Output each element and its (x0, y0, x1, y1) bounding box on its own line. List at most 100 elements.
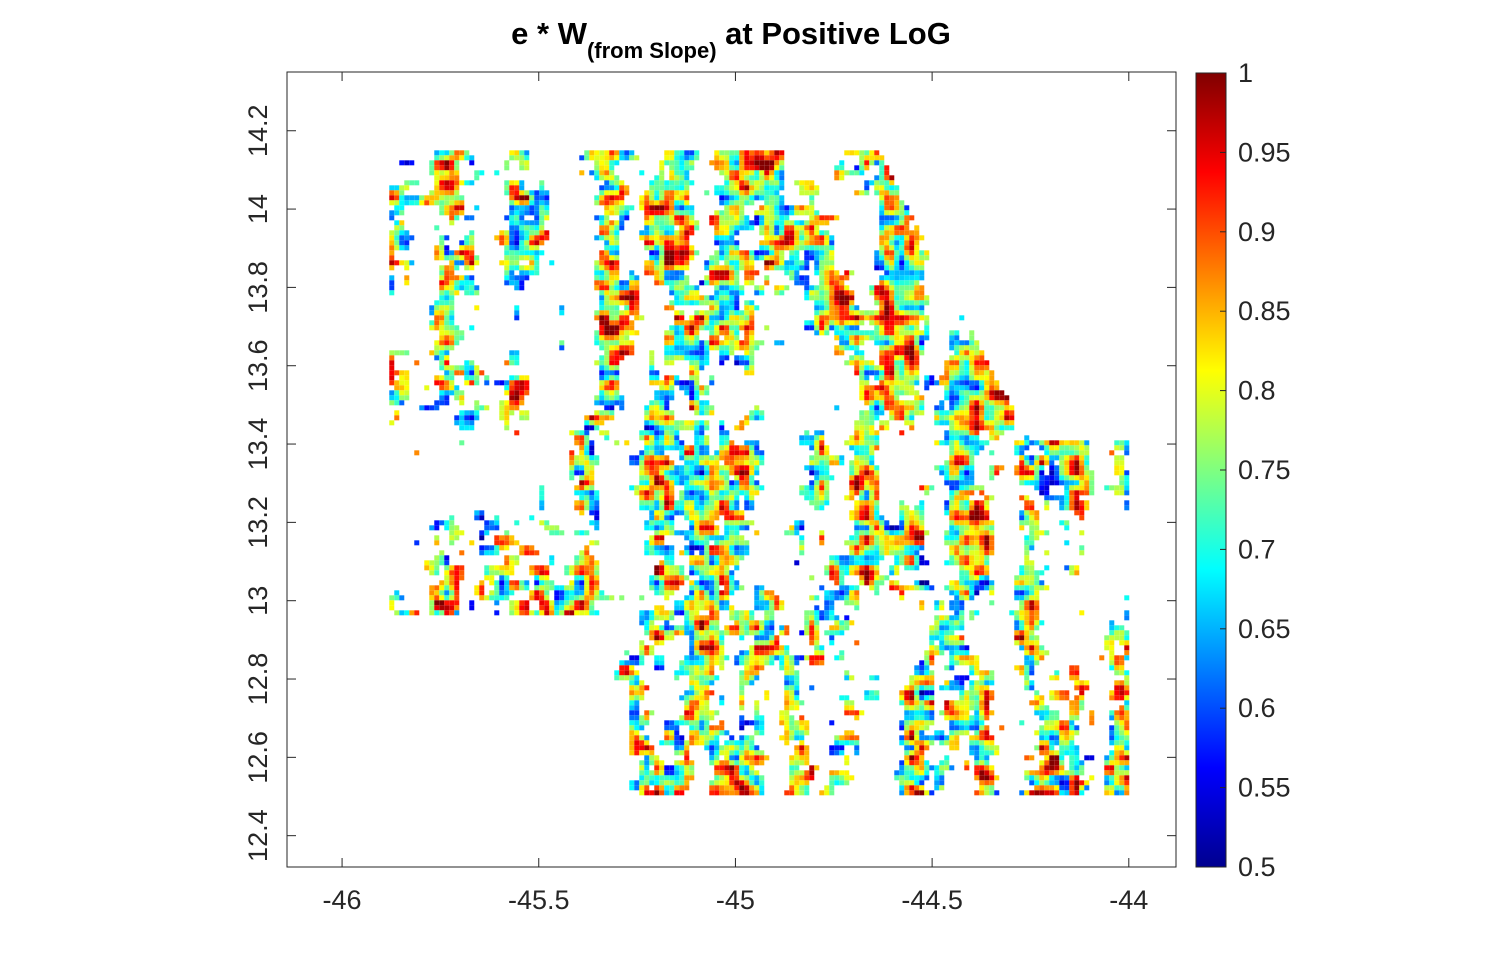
heatmap-cell (999, 390, 1005, 396)
heatmap-cell (894, 230, 900, 236)
heatmap-cell (579, 500, 585, 506)
heatmap-cell (809, 225, 815, 231)
heatmap-cell (969, 450, 975, 456)
heatmap-cell (859, 485, 865, 491)
heatmap-cell (759, 225, 765, 231)
heatmap-cell (679, 165, 685, 171)
heatmap-cell (829, 565, 835, 571)
heatmap-cell (1009, 405, 1015, 411)
heatmap-cell (654, 215, 660, 221)
heatmap-cell (809, 240, 815, 246)
heatmap-cell (869, 440, 875, 446)
heatmap-cell (774, 230, 780, 236)
heatmap-cell (674, 210, 680, 216)
heatmap-cell (639, 485, 645, 491)
heatmap-cell (914, 370, 920, 376)
heatmap-cell (1079, 440, 1085, 446)
heatmap-cell (944, 435, 950, 441)
heatmap-cell (904, 410, 910, 416)
heatmap-cell (729, 340, 735, 346)
heatmap-cell (839, 455, 845, 461)
heatmap-cell (689, 530, 695, 536)
heatmap-cell (859, 380, 865, 386)
heatmap-cell (749, 275, 755, 281)
heatmap-cell (1064, 460, 1070, 466)
heatmap-cell (779, 230, 785, 236)
heatmap-cell (859, 555, 865, 561)
heatmap-cell (954, 580, 960, 586)
heatmap-cell (979, 390, 985, 396)
heatmap-cell (874, 330, 880, 336)
heatmap-cell (1029, 545, 1035, 551)
heatmap-cell (869, 565, 875, 571)
heatmap-cell (709, 600, 715, 606)
heatmap-cell (894, 265, 900, 271)
heatmap-cell (399, 220, 405, 226)
heatmap-cell (859, 420, 865, 426)
heatmap-cell (909, 295, 915, 301)
heatmap-cell (459, 530, 465, 536)
heatmap-cell (439, 310, 445, 316)
heatmap-cell (399, 240, 405, 246)
heatmap-cell (974, 585, 980, 591)
heatmap-cell (454, 185, 460, 191)
heatmap-cell (519, 225, 525, 231)
heatmap-cell (654, 425, 660, 431)
heatmap-cell (964, 565, 970, 571)
heatmap-cell (719, 325, 725, 331)
heatmap-cell (469, 255, 475, 261)
heatmap-cell (844, 310, 850, 316)
heatmap-cell (909, 530, 915, 536)
heatmap-cell (709, 580, 715, 586)
heatmap-cell (1019, 600, 1025, 606)
heatmap-cell (909, 260, 915, 266)
heatmap-cell (854, 325, 860, 331)
heatmap-cell (664, 260, 670, 266)
heatmap-cell (1004, 410, 1010, 416)
heatmap-cell (734, 505, 740, 511)
heatmap-cell (599, 295, 605, 301)
heatmap-cell (539, 215, 545, 221)
heatmap-cell (879, 185, 885, 191)
heatmap-cell (594, 560, 600, 566)
heatmap-cell (544, 600, 550, 606)
heatmap-cell (674, 505, 680, 511)
heatmap-cell (444, 360, 450, 366)
heatmap-cell (854, 170, 860, 176)
heatmap-cell (649, 215, 655, 221)
heatmap-cell (659, 195, 665, 201)
heatmap-cell (449, 575, 455, 581)
heatmap-cell (724, 460, 730, 466)
heatmap-cell (609, 270, 615, 276)
heatmap-cell (854, 435, 860, 441)
heatmap-cell (944, 380, 950, 386)
heatmap-cell (404, 350, 410, 356)
heatmap-cell (459, 550, 465, 556)
heatmap-cell (394, 260, 400, 266)
heatmap-cell (984, 500, 990, 506)
heatmap-cell (894, 365, 900, 371)
heatmap-cell (504, 240, 510, 246)
heatmap-cell (524, 160, 530, 166)
heatmap-cell (954, 390, 960, 396)
heatmap-cell (394, 185, 400, 191)
heatmap-cell (699, 430, 705, 436)
heatmap-cell (664, 460, 670, 466)
heatmap-cell (604, 335, 610, 341)
heatmap-cell (864, 580, 870, 586)
heatmap-cell (909, 370, 915, 376)
heatmap-cell (884, 285, 890, 291)
heatmap-cell (809, 250, 815, 256)
heatmap-cell (824, 320, 830, 326)
heatmap-cell (529, 545, 535, 551)
heatmap-cell (879, 170, 885, 176)
heatmap-cell (619, 220, 625, 226)
heatmap-cell (774, 195, 780, 201)
heatmap-cell (744, 265, 750, 271)
heatmap-cell (514, 375, 520, 381)
heatmap-cell (689, 205, 695, 211)
heatmap-cell (894, 560, 900, 566)
heatmap-cell (389, 390, 395, 396)
heatmap-cell (569, 570, 575, 576)
heatmap-cell (404, 240, 410, 246)
